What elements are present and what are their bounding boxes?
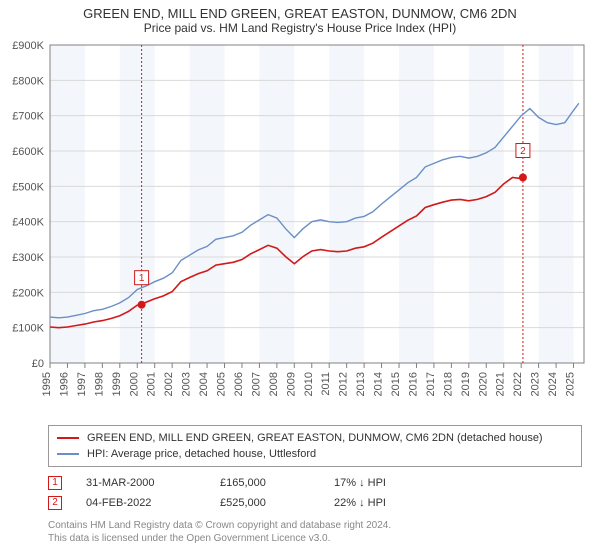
footer-line-2: This data is licensed under the Open Gov… bbox=[48, 532, 582, 545]
legend: GREEN END, MILL END GREEN, GREAT EASTON,… bbox=[48, 425, 582, 467]
legend-row: GREEN END, MILL END GREEN, GREAT EASTON,… bbox=[57, 430, 573, 446]
svg-text:2019: 2019 bbox=[460, 372, 472, 396]
plot-area: £0 £100K £200K £300K £400K £500K £600K £700K £80… bbox=[2, 39, 598, 419]
svg-text:2005: 2005 bbox=[216, 372, 228, 396]
legend-swatch bbox=[57, 437, 79, 439]
chart-subtitle: Price paid vs. HM Land Registry's House … bbox=[0, 21, 600, 39]
marker-badge-icon: 2 bbox=[48, 496, 62, 510]
legend-row: HPI: Average price, detached house, Uttl… bbox=[57, 446, 573, 462]
marker-dot-1 bbox=[138, 301, 146, 309]
footer-line-1: Contains HM Land Registry data © Crown c… bbox=[48, 519, 582, 532]
svg-text:£600K: £600K bbox=[12, 146, 44, 158]
svg-text:2002: 2002 bbox=[163, 372, 175, 396]
svg-text:2004: 2004 bbox=[198, 372, 210, 396]
chart-title: GREEN END, MILL END GREEN, GREAT EASTON,… bbox=[0, 0, 600, 21]
svg-text:1998: 1998 bbox=[93, 372, 105, 396]
svg-text:£200K: £200K bbox=[12, 287, 44, 299]
marker-dot-2 bbox=[519, 174, 527, 182]
marker-date: 04-FEB-2022 bbox=[86, 493, 196, 513]
svg-text:2001: 2001 bbox=[146, 372, 158, 396]
svg-text:2008: 2008 bbox=[268, 372, 280, 396]
svg-text:2010: 2010 bbox=[303, 372, 315, 396]
svg-text:1: 1 bbox=[139, 273, 145, 284]
svg-text:£400K: £400K bbox=[12, 217, 44, 229]
svg-text:£300K: £300K bbox=[12, 252, 44, 264]
svg-text:£0: £0 bbox=[32, 358, 44, 370]
svg-text:1995: 1995 bbox=[41, 372, 53, 396]
marker-table-row: 2 04-FEB-2022 £525,000 22% ↓ HPI bbox=[48, 493, 582, 513]
svg-text:2017: 2017 bbox=[425, 372, 437, 396]
attribution-footer: Contains HM Land Registry data © Crown c… bbox=[48, 519, 582, 545]
svg-text:£900K: £900K bbox=[12, 40, 44, 52]
legend-swatch bbox=[57, 453, 79, 455]
marker-table: 1 31-MAR-2000 £165,000 17% ↓ HPI 2 04-FEB-202… bbox=[48, 473, 582, 513]
svg-text:2007: 2007 bbox=[250, 372, 262, 396]
svg-text:2016: 2016 bbox=[407, 372, 419, 396]
marker-delta: 17% ↓ HPI bbox=[334, 473, 424, 493]
marker-price: £165,000 bbox=[220, 473, 310, 493]
svg-text:2003: 2003 bbox=[181, 372, 193, 396]
svg-text:2013: 2013 bbox=[355, 372, 367, 396]
svg-text:2023: 2023 bbox=[530, 372, 542, 396]
svg-text:£100K: £100K bbox=[12, 323, 44, 335]
marker-table-row: 1 31-MAR-2000 £165,000 17% ↓ HPI bbox=[48, 473, 582, 493]
svg-text:2025: 2025 bbox=[565, 372, 577, 396]
svg-text:1996: 1996 bbox=[58, 372, 70, 396]
svg-text:£500K: £500K bbox=[12, 181, 44, 193]
svg-text:£800K: £800K bbox=[12, 75, 44, 87]
svg-text:2024: 2024 bbox=[547, 372, 559, 396]
svg-text:2018: 2018 bbox=[442, 372, 454, 396]
marker-price: £525,000 bbox=[220, 493, 310, 513]
plot-svg: £0 £100K £200K £300K £400K £500K £600K £700K £80… bbox=[2, 39, 598, 419]
legend-label: GREEN END, MILL END GREEN, GREAT EASTON,… bbox=[87, 430, 543, 446]
svg-text:2011: 2011 bbox=[320, 372, 332, 396]
svg-text:2014: 2014 bbox=[373, 372, 385, 396]
marker-badge-icon: 1 bbox=[48, 476, 62, 490]
marker-date: 31-MAR-2000 bbox=[86, 473, 196, 493]
svg-text:2015: 2015 bbox=[390, 372, 402, 396]
svg-text:£700K: £700K bbox=[12, 111, 44, 123]
svg-text:1997: 1997 bbox=[76, 372, 88, 396]
svg-text:2000: 2000 bbox=[128, 372, 140, 396]
svg-text:2006: 2006 bbox=[233, 372, 245, 396]
svg-text:2: 2 bbox=[520, 146, 526, 157]
svg-text:2022: 2022 bbox=[512, 372, 524, 396]
legend-label: HPI: Average price, detached house, Uttl… bbox=[87, 446, 316, 462]
svg-text:2009: 2009 bbox=[285, 372, 297, 396]
svg-text:2012: 2012 bbox=[338, 372, 350, 396]
svg-text:1999: 1999 bbox=[111, 372, 123, 396]
marker-delta: 22% ↓ HPI bbox=[334, 493, 424, 513]
svg-text:2020: 2020 bbox=[477, 372, 489, 396]
chart-container: GREEN END, MILL END GREEN, GREAT EASTON,… bbox=[0, 0, 600, 560]
svg-text:2021: 2021 bbox=[495, 372, 507, 396]
